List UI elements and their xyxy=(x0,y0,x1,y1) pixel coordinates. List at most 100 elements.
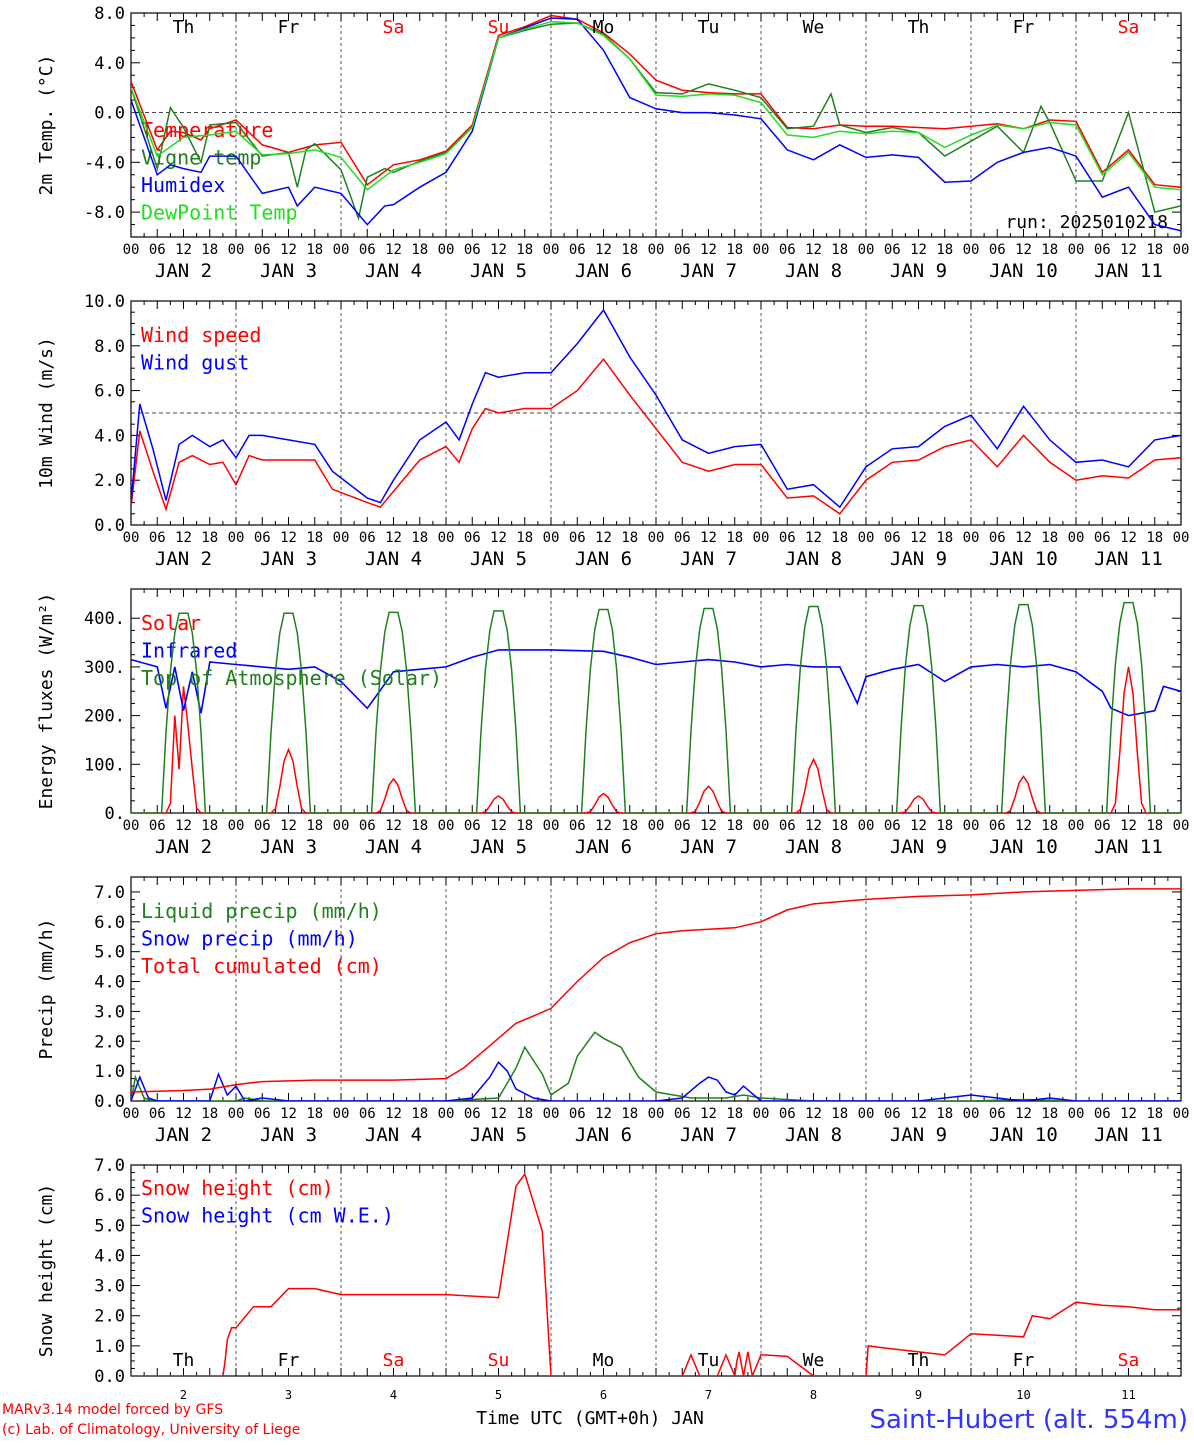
date-label: JAN 8 xyxy=(785,836,842,858)
hour-tick-label: 06 xyxy=(359,1106,376,1122)
hour-tick-label: 12 xyxy=(1120,1106,1137,1122)
y-tick-label: 7.0 xyxy=(94,1156,125,1176)
hour-tick-label: 00 xyxy=(1173,1106,1190,1122)
weekday-label: Mo xyxy=(593,1350,615,1371)
hour-tick-label: 06 xyxy=(464,818,481,834)
hour-tick-label: 00 xyxy=(543,818,560,834)
y-tick-label: 5.0 xyxy=(94,943,125,963)
date-label: JAN 5 xyxy=(470,260,527,282)
legend-entry: Snow height (cm) xyxy=(141,1176,334,1200)
legend-entry: Snow height (cm W.E.) xyxy=(141,1204,394,1228)
y-tick-label: -8.0 xyxy=(84,203,125,223)
series-line-wind-gust xyxy=(131,308,1181,509)
hour-tick-label: 00 xyxy=(438,242,455,258)
hour-tick-label: 18 xyxy=(726,530,743,546)
hour-tick-label: 18 xyxy=(1146,1106,1163,1122)
series-line-infrared xyxy=(131,649,1181,717)
hour-tick-label: 12 xyxy=(1120,818,1137,834)
date-label: JAN 8 xyxy=(785,1124,842,1146)
y-tick-label: 2.0 xyxy=(94,1032,125,1052)
hour-tick-label: 12 xyxy=(1015,242,1032,258)
hour-tick-label: 06 xyxy=(674,818,691,834)
hour-tick-label: 12 xyxy=(385,818,402,834)
hour-tick-label: 12 xyxy=(1015,1106,1032,1122)
date-label: JAN 10 xyxy=(989,836,1058,858)
hour-tick-label: 18 xyxy=(1041,242,1058,258)
hour-tick-label: 00 xyxy=(1173,242,1190,258)
weekday-label: Th xyxy=(908,1350,930,1371)
hour-tick-label: 12 xyxy=(175,818,192,834)
hour-tick-label: 06 xyxy=(989,818,1006,834)
hour-tick-label: 00 xyxy=(648,530,665,546)
hour-tick-label: 00 xyxy=(123,242,140,258)
date-label: JAN 6 xyxy=(575,836,632,858)
station-label: Saint-Hubert (alt. 554m) xyxy=(869,1405,1188,1435)
hour-tick-label: 00 xyxy=(543,530,560,546)
legend-entry: Humidex xyxy=(141,173,225,197)
hour-tick-label: 06 xyxy=(464,530,481,546)
hour-tick-label: 18 xyxy=(621,818,638,834)
hour-tick-label: 06 xyxy=(884,530,901,546)
hour-tick-label: 06 xyxy=(989,530,1006,546)
hour-tick-label: 18 xyxy=(306,1106,323,1122)
weekday-label: Su xyxy=(488,17,510,38)
panel-5: 7.0 6.0 5.0 4.0 3.0 2.0 1.0 0.0 Snow height (cm)… xyxy=(36,1156,1182,1402)
date-label: JAN 9 xyxy=(890,836,947,858)
weekday-label: Sa xyxy=(383,17,405,38)
hour-tick-label: 12 xyxy=(700,818,717,834)
hour-tick-label: 18 xyxy=(411,1106,428,1122)
weekday-label: Sa xyxy=(1118,17,1140,38)
hour-tick-label: 06 xyxy=(779,818,796,834)
hour-tick-label: 12 xyxy=(595,242,612,258)
date-number-label: 9 xyxy=(915,1388,922,1402)
hour-tick-label: 12 xyxy=(595,530,612,546)
y-axis-title: Precip (mm/h) xyxy=(36,919,57,1060)
hour-tick-label: 18 xyxy=(831,1106,848,1122)
y-tick-label: 8.0 xyxy=(94,337,125,357)
hour-tick-label: 12 xyxy=(910,1106,927,1122)
date-label: JAN 3 xyxy=(260,836,317,858)
date-label: JAN 5 xyxy=(470,836,527,858)
hour-tick-label: 00 xyxy=(228,818,245,834)
hour-tick-label: 00 xyxy=(438,818,455,834)
hour-tick-label: 18 xyxy=(936,530,953,546)
hour-tick-label: 18 xyxy=(621,1106,638,1122)
hour-tick-label: 12 xyxy=(910,242,927,258)
date-label: JAN 5 xyxy=(470,1124,527,1146)
hour-tick-label: 06 xyxy=(359,818,376,834)
hour-tick-label: 12 xyxy=(490,1106,507,1122)
date-label: JAN 3 xyxy=(260,548,317,570)
hour-tick-label: 12 xyxy=(175,530,192,546)
hour-tick-label: 18 xyxy=(936,818,953,834)
hour-tick-label: 12 xyxy=(1120,530,1137,546)
hour-tick-label: 18 xyxy=(1041,1106,1058,1122)
hour-tick-label: 00 xyxy=(963,818,980,834)
hour-tick-label: 00 xyxy=(1068,242,1085,258)
hour-tick-label: 12 xyxy=(700,242,717,258)
y-tick-label: 5.0 xyxy=(94,1216,125,1236)
hour-tick-label: 18 xyxy=(306,242,323,258)
weekday-label: Fr xyxy=(1013,1350,1035,1371)
date-label: JAN 8 xyxy=(785,548,842,570)
date-label: JAN 7 xyxy=(680,548,737,570)
hour-tick-label: 00 xyxy=(333,242,350,258)
hour-tick-label: 06 xyxy=(569,1106,586,1122)
hour-tick-label: 12 xyxy=(700,1106,717,1122)
hour-tick-label: 06 xyxy=(884,1106,901,1122)
y-tick-label: 2.0 xyxy=(94,471,125,491)
hour-tick-label: 00 xyxy=(543,242,560,258)
hour-tick-label: 00 xyxy=(963,530,980,546)
hour-tick-label: 00 xyxy=(123,530,140,546)
hour-tick-label: 18 xyxy=(1041,530,1058,546)
hour-tick-label: 06 xyxy=(989,242,1006,258)
hour-tick-label: 00 xyxy=(753,1106,770,1122)
y-axis-title: Energy fluxes (W/m²) xyxy=(36,593,57,810)
hour-tick-label: 06 xyxy=(779,530,796,546)
credit-line-2: (c) Lab. of Climatology, University of L… xyxy=(2,1422,300,1438)
hour-tick-label: 18 xyxy=(1041,818,1058,834)
hour-tick-label: 18 xyxy=(201,1106,218,1122)
hour-tick-label: 00 xyxy=(648,1106,665,1122)
date-label: JAN 10 xyxy=(989,260,1058,282)
hour-tick-label: 12 xyxy=(175,242,192,258)
